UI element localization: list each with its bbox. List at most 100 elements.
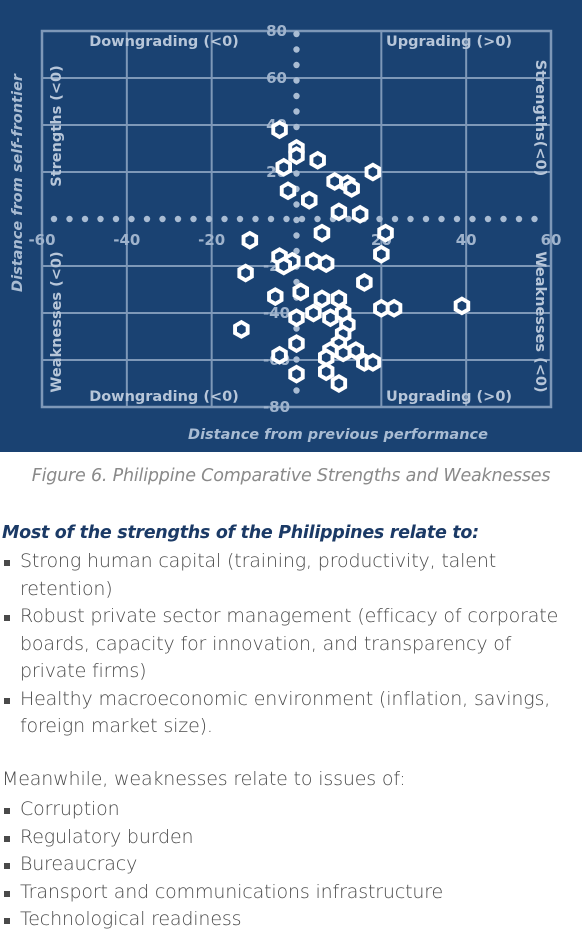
data-point-hole [304,195,314,206]
data-point-hole [279,162,289,173]
data-point-hole [389,303,399,314]
data-point-hole [330,176,339,187]
y-axis-dot [293,46,300,53]
data-point-hole [377,249,386,260]
x-axis-dot [298,215,306,223]
x-tick-label: -40 [113,231,140,249]
data-point-hole [347,183,356,194]
data-point [237,263,254,283]
x-axis-dot [438,215,445,223]
x-axis-dot [283,215,290,223]
x-axis-dot [531,215,538,223]
list-item: Bureaucracy [2,851,577,879]
x-axis-dot [190,215,197,223]
data-point [318,362,335,382]
x-axis-dot [128,215,135,223]
data-point-hole [275,350,284,361]
y-axis-dot [293,356,300,363]
quadrant-label-bottom-left: Downgrading (<0) [89,389,239,405]
quadrant-label-left-weaknesses: Weaknesses (<0) [49,251,65,392]
y-axis-dot [293,216,300,224]
data-point-hole [292,369,301,380]
x-axis-dot [314,215,321,223]
x-axis-dot [205,215,213,223]
data-point-hole [355,209,365,220]
data-point-hole [237,324,246,335]
data-point [275,157,292,177]
quadrant-label-top-left: Downgrading (<0) [89,34,239,50]
data-point [373,244,390,264]
y-tick-label: 80 [266,22,287,40]
list-item: Strong human capital (training, producti… [2,548,577,603]
data-point [233,319,250,339]
data-point [377,223,394,243]
data-point [313,223,331,243]
y-axis-label: Distance from self-frontier [10,73,26,292]
x-axis-dot [515,215,523,223]
center-axes [50,30,538,394]
data-point [326,171,343,191]
data-point-hole [283,185,293,196]
data-point [292,282,309,302]
data-point [305,251,322,271]
x-tick-label: 40 [456,231,477,249]
x-axis-dot [252,215,259,223]
data-point [288,308,305,328]
x-axis-dot [453,215,461,223]
data-point [330,202,348,222]
strengths-heading: Most of the strengths of the Philippines… [2,523,479,543]
data-point [313,289,331,309]
figure-caption: Figure 6. Philippine Comparative Strengt… [31,466,551,486]
y-axis-dot [293,61,300,69]
data-point [271,345,288,365]
data-point-hole [334,378,344,389]
x-axis-dot [221,215,228,223]
data-point-hole [275,124,284,135]
data-point-hole [313,155,322,166]
data-point [241,230,259,250]
data-point [334,343,352,363]
data-point-hole [241,268,250,278]
data-point-hole [309,256,318,267]
x-axis-dot [174,215,182,223]
data-point-hole [321,366,331,377]
x-axis-dot [407,215,414,223]
data-point [322,308,339,328]
x-tick-label: -60 [28,231,55,249]
x-tick-label: 60 [541,231,562,249]
data-point-hole [377,303,386,314]
list-item: Healthy macroeconomic environment (infla… [2,686,577,741]
data-point [356,272,373,292]
x-axis-dot [500,215,507,223]
data-point-hole [368,167,378,177]
data-point-hole [296,286,306,297]
y-axis-dot [293,387,300,394]
x-axis-dot [66,215,73,223]
data-point-hole [457,300,467,311]
quadrant-label-top-right: Upgrading (>0) [386,34,512,50]
data-point-hole [381,228,390,239]
data-point [275,256,292,276]
data-point [271,120,288,140]
data-point-hole [317,293,327,304]
data-point [351,204,369,224]
list-item: Transport and communications infrastruct… [2,879,577,907]
data-point-hole [334,293,344,304]
data-point-hole [321,258,331,269]
x-axis-dot [376,215,383,223]
data-point-hole [368,357,378,368]
x-axis-dot [345,215,352,223]
data-point [288,146,305,166]
y-axis-dot [293,77,300,84]
data-point-hole [360,277,369,288]
data-point [288,364,305,384]
data-point [373,298,390,318]
data-point-hole [351,345,361,356]
x-axis-label: Distance from previous performance [188,427,488,443]
data-point-hole [309,308,318,318]
data-point-hole [321,352,331,363]
y-tick-label: -40 [263,304,290,322]
data-point [301,190,318,210]
data-point [309,150,326,170]
data-point-hole [271,291,280,302]
